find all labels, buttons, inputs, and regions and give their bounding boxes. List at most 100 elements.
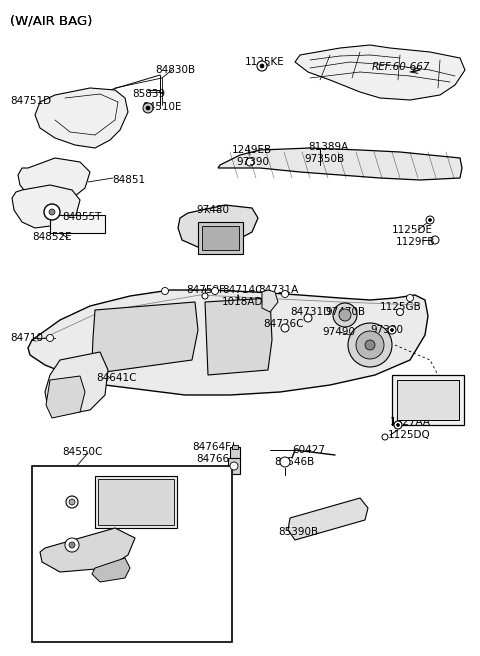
Text: 84751D: 84751D — [10, 96, 51, 106]
Text: 84726C: 84726C — [263, 319, 303, 329]
Text: 84852E: 84852E — [32, 232, 72, 242]
Circle shape — [281, 291, 288, 298]
Text: 1327AA: 1327AA — [390, 417, 431, 427]
Polygon shape — [35, 88, 128, 148]
Polygon shape — [92, 302, 198, 372]
Text: 84731D: 84731D — [290, 307, 331, 317]
Circle shape — [356, 331, 384, 359]
Circle shape — [69, 542, 75, 548]
Text: 84759F: 84759F — [186, 285, 225, 295]
Text: 97480: 97480 — [196, 205, 229, 215]
Circle shape — [143, 103, 153, 113]
Circle shape — [146, 106, 150, 110]
Text: 84550C: 84550C — [62, 447, 102, 457]
Text: 84855D: 84855D — [89, 601, 130, 611]
Polygon shape — [262, 290, 278, 312]
Bar — [95, 476, 177, 528]
Circle shape — [394, 421, 402, 429]
Circle shape — [407, 295, 413, 302]
Text: 95100G: 95100G — [44, 494, 85, 504]
Text: 1125DQ: 1125DQ — [388, 430, 431, 440]
Circle shape — [365, 340, 375, 350]
Text: 84851: 84851 — [112, 175, 145, 185]
Polygon shape — [295, 45, 465, 100]
Text: 1125DE: 1125DE — [392, 225, 433, 235]
Text: 94510E: 94510E — [142, 102, 181, 112]
Text: 1018AD: 1018AD — [222, 297, 264, 307]
Text: 84830B: 84830B — [155, 65, 195, 75]
Circle shape — [382, 434, 388, 440]
Polygon shape — [218, 148, 462, 180]
Text: 84731A: 84731A — [258, 285, 298, 295]
Text: 81389A: 81389A — [308, 142, 348, 152]
Text: 84641C: 84641C — [96, 373, 136, 383]
Bar — [98, 479, 174, 525]
Text: 84855T: 84855T — [62, 212, 101, 222]
Bar — [392, 375, 464, 425]
Polygon shape — [12, 185, 80, 228]
Text: 84766: 84766 — [196, 454, 229, 464]
Circle shape — [246, 158, 254, 166]
Bar — [232, 445, 238, 449]
Circle shape — [69, 499, 75, 505]
Circle shape — [426, 216, 434, 224]
Text: 84546B: 84546B — [274, 457, 314, 467]
Polygon shape — [205, 298, 272, 375]
Text: 84710: 84710 — [10, 333, 43, 343]
Text: 97350B: 97350B — [304, 154, 344, 164]
Circle shape — [431, 236, 439, 244]
Text: 1249EB: 1249EB — [232, 145, 272, 155]
Circle shape — [161, 287, 168, 295]
Text: 1125KE: 1125KE — [245, 57, 285, 67]
Circle shape — [304, 314, 312, 322]
Circle shape — [49, 209, 55, 215]
Bar — [202, 226, 239, 250]
Text: 1125GB: 1125GB — [380, 302, 422, 312]
Text: 84764F: 84764F — [192, 442, 231, 452]
Circle shape — [388, 326, 396, 334]
Circle shape — [339, 309, 351, 321]
Circle shape — [202, 293, 208, 299]
Text: 60427: 60427 — [292, 445, 325, 455]
Text: 84651A: 84651A — [49, 588, 89, 598]
Bar — [397, 380, 459, 420]
Circle shape — [212, 287, 218, 295]
Circle shape — [280, 457, 290, 467]
Polygon shape — [45, 352, 108, 415]
Text: 1129FB: 1129FB — [396, 237, 435, 247]
Bar — [32, 466, 232, 642]
Text: (W/AIR BAG): (W/AIR BAG) — [10, 14, 92, 27]
Circle shape — [391, 329, 394, 331]
Circle shape — [281, 324, 289, 332]
Polygon shape — [288, 498, 368, 540]
Text: 84560: 84560 — [124, 482, 157, 492]
Text: 97470B: 97470B — [325, 307, 365, 317]
Text: 84714C: 84714C — [222, 285, 263, 295]
Circle shape — [429, 218, 432, 222]
Polygon shape — [28, 290, 428, 395]
Text: 84530: 84530 — [404, 387, 437, 397]
Text: 97390: 97390 — [236, 157, 269, 167]
Circle shape — [260, 64, 264, 68]
Polygon shape — [92, 558, 130, 582]
Polygon shape — [40, 528, 135, 572]
Text: 85839: 85839 — [132, 89, 165, 99]
Circle shape — [47, 335, 53, 342]
Circle shape — [65, 538, 79, 552]
Bar — [230, 447, 240, 461]
Bar — [50, 215, 105, 233]
Bar — [228, 458, 240, 474]
Polygon shape — [46, 376, 85, 418]
Circle shape — [348, 323, 392, 367]
Circle shape — [396, 424, 399, 426]
Circle shape — [333, 303, 357, 327]
Text: REF.60-667: REF.60-667 — [372, 62, 431, 72]
Bar — [198, 222, 243, 254]
Text: 85390B: 85390B — [278, 527, 318, 537]
Circle shape — [66, 496, 78, 508]
Text: 97490: 97490 — [322, 327, 355, 337]
Circle shape — [44, 204, 60, 220]
Polygon shape — [18, 158, 90, 202]
Circle shape — [396, 308, 404, 316]
Polygon shape — [178, 205, 258, 248]
